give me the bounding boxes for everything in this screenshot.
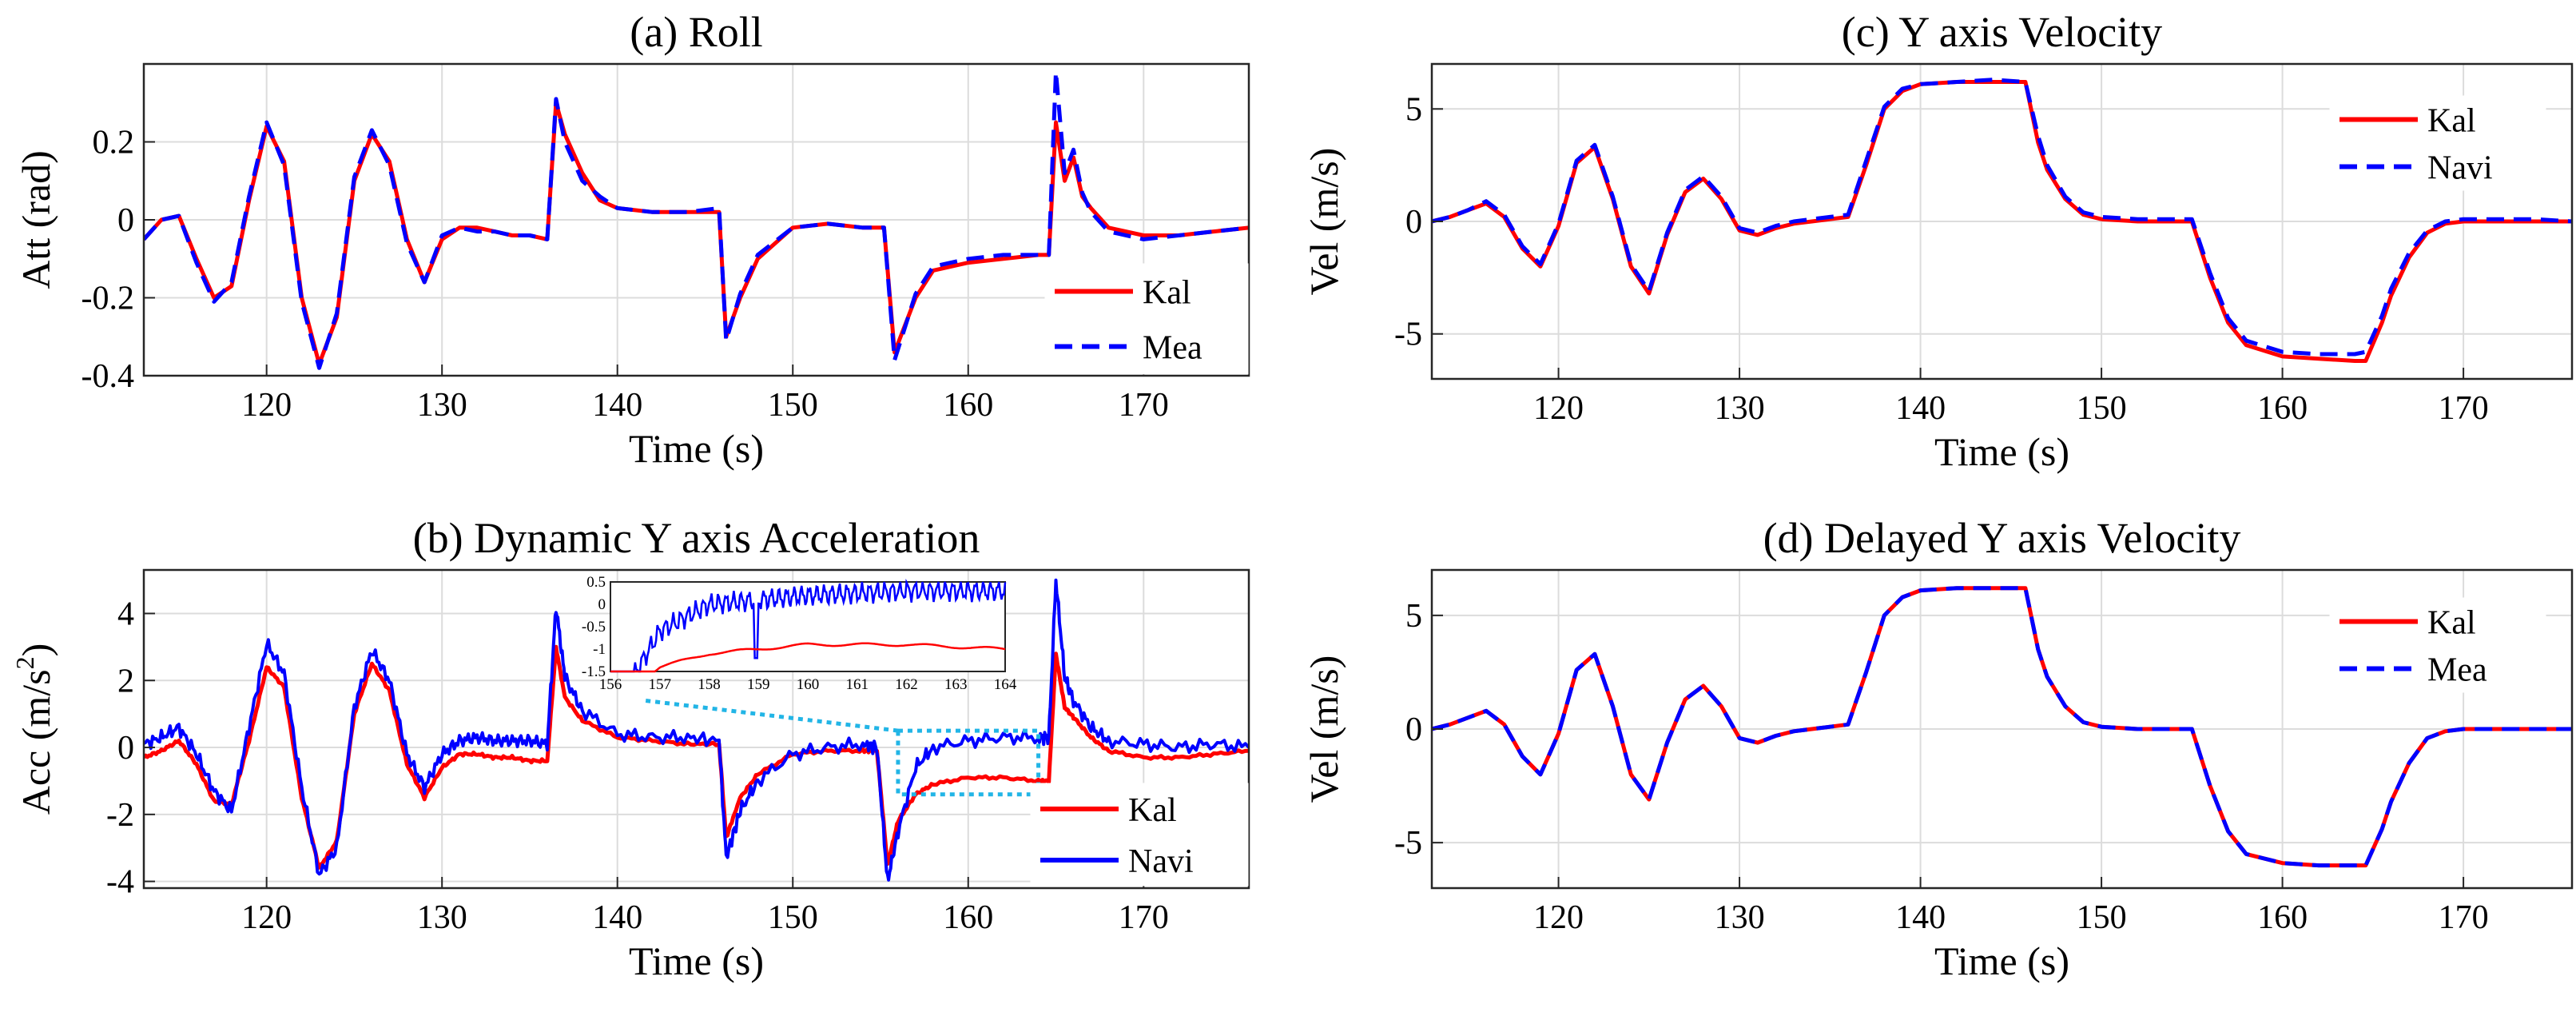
inset-x-tick-label: 163 (944, 676, 968, 693)
x-tick-label: 150 (768, 387, 818, 424)
x-tick-label: 150 (768, 899, 818, 936)
y-tick-label: 0 (1405, 204, 1422, 241)
inset-x-tick-label: 164 (994, 676, 1017, 693)
x-tick-label: 140 (592, 387, 642, 424)
inset-series-navi (610, 578, 1007, 673)
legend: Kal Mea (2329, 597, 2546, 693)
y-axis-label-prefix: Acc (m/s (14, 669, 58, 815)
y-tick-label: 2 (117, 663, 134, 699)
panel-a: 120 130 140 150 160 170 0.2 0 -0.2 -0.4 (a) Roll Ti… (14, 8, 1250, 471)
x-tick-label: 160 (2257, 390, 2308, 427)
x-tick-label: 140 (592, 899, 642, 936)
x-tick-label: 170 (1119, 899, 1169, 936)
legend: Kal Navi (1030, 783, 1249, 886)
panel-c: 120 130 140 150 160 170 5 0 -5 (c) Y axis Velocit… (1302, 8, 2574, 474)
y-tick-label: -0.2 (81, 281, 135, 317)
x-tick-label: 140 (1895, 899, 1946, 936)
y-tick-label: 5 (1405, 598, 1422, 635)
inset-x-tick-label: 158 (698, 676, 721, 693)
x-tick-label: 140 (1895, 390, 1946, 427)
legend-box (1030, 783, 1249, 886)
series-line-navi (1432, 78, 2572, 357)
legend: Kal Navi (2329, 95, 2546, 191)
inset-y-tick-label: -1 (593, 641, 606, 658)
chart-title: (a) Roll (630, 8, 762, 56)
y-tick-label: 0 (117, 202, 134, 239)
chart-title: (d) Delayed Y axis Velocity (1763, 514, 2241, 562)
y-axis-label: Acc (m/s2) (10, 643, 58, 815)
inset-y-tick-label: 0 (598, 596, 606, 613)
legend-label-mea: Mea (2427, 652, 2487, 689)
y-axis-label: Att (rad) (14, 150, 58, 289)
panel-d: 120 130 140 150 160 170 5 0 -5 (d) Delayed Y axis… (1302, 514, 2574, 983)
legend-box (2329, 95, 2546, 191)
x-tick-label: 130 (417, 899, 467, 936)
legend: Kal Mea (1044, 263, 1249, 375)
legend-label-navi: Navi (2427, 150, 2493, 187)
x-tick-label: 160 (943, 387, 993, 424)
legend-box (1044, 263, 1249, 375)
y-tick-label: 0 (117, 730, 134, 767)
series-line-mea (1432, 586, 2572, 868)
y-tick-label: 0.2 (93, 125, 135, 161)
legend-label-mea: Mea (1143, 330, 1203, 367)
legend-label-kal: Kal (2427, 103, 2476, 140)
x-tick-label: 120 (1533, 390, 1584, 427)
x-tick-label: 170 (2439, 390, 2489, 427)
y-tick-label: -0.4 (81, 358, 135, 395)
x-tick-label: 120 (1533, 899, 1584, 936)
y-tick-label: -5 (1394, 317, 1422, 353)
inset-x-tick-label: 160 (797, 676, 820, 693)
y-axis-label-exponent: 2 (10, 656, 39, 669)
y-axis-label: Vel (m/s) (1302, 148, 1346, 296)
legend-label-kal: Kal (1143, 275, 1191, 312)
x-tick-label: 130 (1715, 390, 1765, 427)
y-tick-label: -2 (106, 797, 134, 834)
zoom-connector (642, 698, 899, 733)
x-tick-label: 170 (1119, 387, 1169, 424)
x-tick-label: 130 (417, 387, 467, 424)
inset-plot: 156 157 158 159 160 161 162 163 164 0.5 0 -0.5 -1 -1.… (582, 574, 1017, 693)
y-axis-label: Vel (m/s) (1302, 655, 1346, 803)
x-tick-label: 150 (2077, 390, 2127, 427)
chart-title: (b) Dynamic Y axis Acceleration (413, 514, 980, 562)
y-tick-label: -4 (106, 864, 134, 901)
x-tick-label: 160 (943, 899, 993, 936)
x-axis-label: Time (s) (1934, 429, 2069, 474)
inset-x-tick-label: 159 (747, 676, 770, 693)
x-axis-label: Time (s) (629, 426, 764, 471)
series-line-mea (144, 70, 1249, 370)
y-tick-label: 4 (117, 596, 134, 632)
inset-y-tick-label: 0.5 (586, 574, 606, 591)
chart-title: (c) Y axis Velocity (1842, 8, 2162, 56)
inset-y-tick-label: -0.5 (582, 619, 606, 635)
inset-x-tick-label: 157 (649, 676, 672, 693)
y-tick-label: -5 (1394, 825, 1422, 862)
inset-x-tick-label: 162 (895, 676, 918, 693)
inset-x-tick-label: 156 (599, 676, 622, 693)
legend-label-kal: Kal (1128, 792, 1177, 829)
panel-b: 120 130 140 150 160 170 4 2 0 -2 -4 (b) Dynamic Y a… (10, 514, 1250, 983)
inset-x-tick-label: 161 (846, 676, 869, 693)
x-tick-label: 170 (2439, 899, 2489, 936)
axes-box (142, 568, 1250, 890)
x-tick-label: 120 (241, 899, 292, 936)
y-axis-label-suffix: ) (14, 643, 58, 657)
x-tick-label: 120 (241, 387, 292, 424)
legend-label-navi: Navi (1128, 843, 1194, 880)
x-tick-label: 150 (2077, 899, 2127, 936)
legend-label-kal: Kal (2427, 605, 2476, 642)
legend-box (2329, 597, 2546, 693)
x-tick-label: 160 (2257, 899, 2308, 936)
x-tick-label: 130 (1715, 899, 1765, 936)
inset-y-tick-label: -1.5 (582, 663, 606, 680)
zoom-box (896, 728, 1041, 797)
series-line-navi (144, 578, 1249, 882)
y-tick-label: 0 (1405, 711, 1422, 748)
x-axis-label: Time (s) (629, 938, 764, 983)
y-tick-label: 5 (1405, 91, 1422, 128)
x-axis-label: Time (s) (1934, 938, 2069, 983)
inset-series-kal (610, 642, 1006, 673)
